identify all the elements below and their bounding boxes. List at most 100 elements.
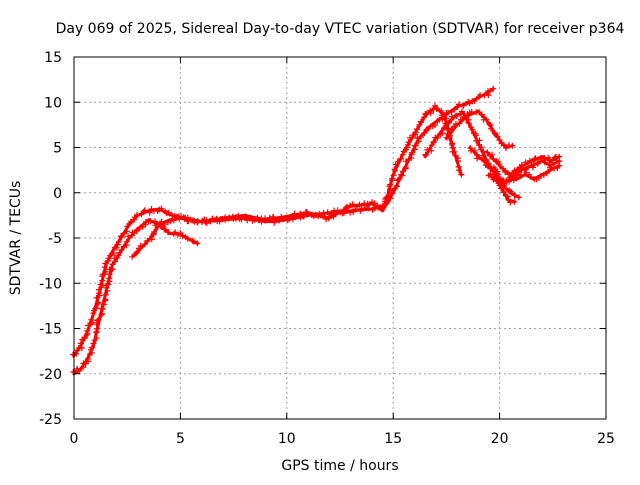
data-point bbox=[380, 204, 387, 211]
data-point bbox=[543, 170, 550, 177]
data-point bbox=[243, 214, 250, 221]
data-point bbox=[123, 238, 130, 245]
data-point bbox=[546, 156, 553, 163]
data-point bbox=[262, 215, 269, 222]
y-tick-label: 0 bbox=[53, 186, 62, 202]
data-point bbox=[115, 238, 122, 245]
data-point bbox=[102, 268, 109, 275]
data-point bbox=[494, 170, 500, 177]
data-point bbox=[394, 158, 401, 165]
data-point bbox=[446, 132, 453, 139]
data-point bbox=[398, 171, 404, 178]
data-point bbox=[151, 228, 158, 235]
data-point bbox=[458, 171, 465, 178]
data-point bbox=[421, 114, 427, 121]
data-point bbox=[430, 106, 437, 113]
data-point bbox=[500, 189, 507, 196]
data-point bbox=[488, 125, 494, 132]
data-point bbox=[98, 311, 105, 318]
data-point bbox=[332, 210, 339, 216]
data-point bbox=[522, 159, 529, 166]
y-tick-label: 10 bbox=[44, 95, 62, 111]
data-point bbox=[146, 209, 153, 216]
data-point bbox=[104, 287, 111, 294]
data-point bbox=[407, 134, 413, 141]
data-point bbox=[489, 151, 496, 158]
data-point bbox=[94, 317, 101, 324]
data-point bbox=[297, 211, 304, 218]
data-point bbox=[358, 205, 365, 212]
data-point bbox=[100, 301, 107, 308]
data-point bbox=[195, 218, 201, 225]
x-tick-label: 10 bbox=[278, 431, 296, 447]
data-point bbox=[137, 242, 144, 249]
x-axis-label: GPS time / hours bbox=[281, 458, 398, 474]
data-point bbox=[388, 190, 395, 197]
data-traces bbox=[70, 85, 563, 376]
data-point bbox=[90, 340, 97, 347]
data-point bbox=[512, 192, 518, 199]
data-point bbox=[96, 286, 102, 293]
data-point bbox=[451, 148, 458, 155]
data-point bbox=[88, 316, 95, 323]
data-point bbox=[177, 230, 184, 236]
data-point bbox=[490, 156, 497, 162]
data-point bbox=[411, 142, 418, 149]
data-point bbox=[399, 168, 406, 175]
data-point bbox=[530, 164, 536, 171]
data-point bbox=[93, 321, 100, 328]
data-point bbox=[165, 229, 172, 236]
data-point bbox=[349, 201, 356, 208]
data-point bbox=[347, 202, 353, 209]
data-point bbox=[98, 305, 105, 312]
y-tick-label: 5 bbox=[53, 141, 62, 157]
data-point bbox=[487, 171, 494, 178]
data-point bbox=[432, 102, 438, 109]
data-point bbox=[84, 327, 91, 334]
data-point bbox=[508, 175, 515, 181]
data-point bbox=[133, 212, 140, 218]
data-point bbox=[424, 146, 431, 153]
x-tick-label: 20 bbox=[491, 431, 509, 447]
data-point bbox=[418, 134, 424, 141]
data-point bbox=[541, 159, 548, 166]
data-point bbox=[422, 152, 429, 159]
data-point bbox=[158, 218, 165, 225]
data-point bbox=[445, 120, 452, 126]
data-point bbox=[140, 208, 147, 215]
data-point bbox=[93, 294, 100, 301]
x-tick-label: 0 bbox=[70, 431, 79, 447]
data-point bbox=[113, 244, 120, 251]
data-point bbox=[460, 102, 467, 109]
data-point bbox=[316, 211, 323, 218]
data-point bbox=[507, 199, 514, 206]
data-point bbox=[461, 113, 468, 120]
x-tick-label: 25 bbox=[597, 431, 615, 447]
data-point bbox=[531, 155, 538, 162]
data-point bbox=[78, 345, 85, 351]
data-point bbox=[92, 305, 99, 312]
data-point bbox=[167, 218, 174, 225]
data-point bbox=[456, 120, 463, 127]
x-tick-label: 5 bbox=[176, 431, 185, 447]
data-point bbox=[471, 147, 478, 154]
data-point bbox=[518, 162, 525, 168]
data-point bbox=[440, 113, 447, 120]
data-point bbox=[129, 253, 136, 260]
data-point bbox=[404, 141, 411, 148]
data-point bbox=[110, 250, 117, 257]
data-point bbox=[503, 145, 509, 151]
data-point bbox=[287, 214, 293, 221]
series-line bbox=[132, 87, 495, 258]
data-point bbox=[408, 149, 415, 156]
data-point bbox=[194, 240, 201, 247]
data-point bbox=[134, 226, 141, 233]
data-point bbox=[99, 271, 106, 278]
data-point bbox=[486, 121, 493, 128]
data-point bbox=[402, 164, 409, 171]
data-point bbox=[114, 241, 121, 248]
data-point bbox=[374, 202, 381, 209]
data-point bbox=[442, 120, 449, 127]
data-point bbox=[418, 118, 424, 125]
